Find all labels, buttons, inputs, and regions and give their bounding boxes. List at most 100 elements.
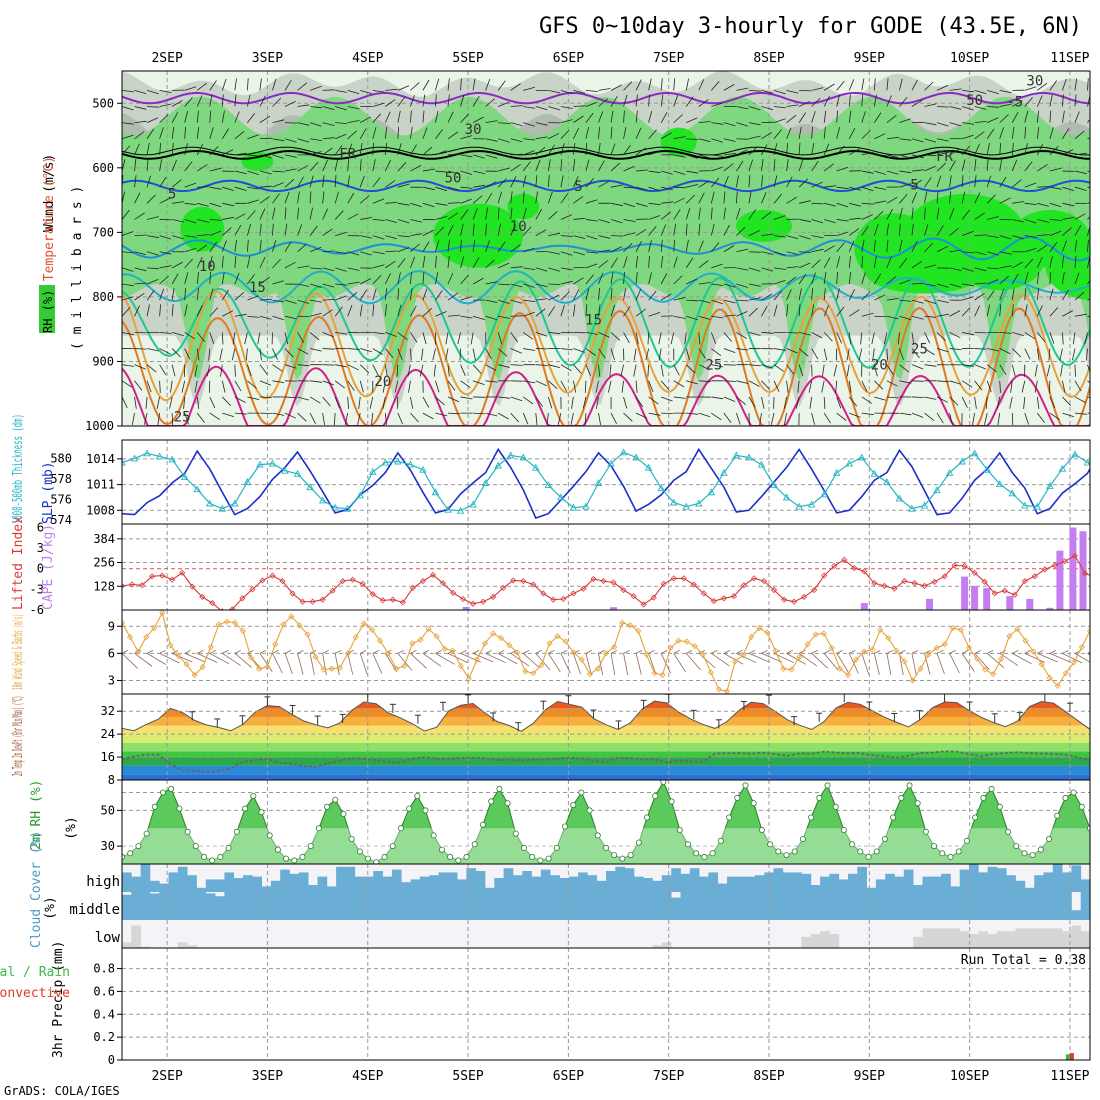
- lifted-index-point: [680, 575, 687, 582]
- wind-barb: [848, 255, 851, 268]
- cape-bar: [983, 588, 991, 610]
- rh2m-point: [1046, 836, 1053, 843]
- cape-bar: [1006, 596, 1014, 610]
- wind-speed-point: [441, 645, 448, 652]
- wind-barb: [397, 348, 403, 360]
- cloud-bar-middle: [159, 892, 169, 920]
- wind-speed-point: [296, 622, 303, 629]
- cloud-bar-middle: [931, 892, 942, 920]
- wind-barb: [886, 78, 889, 91]
- wind-barb: [246, 78, 249, 91]
- thickness-point: [356, 491, 364, 499]
- rh2m-point: [955, 848, 962, 855]
- wind-barb: [784, 413, 787, 425]
- wind-barb: [836, 412, 847, 421]
- thickness-point: [456, 506, 465, 514]
- wind-barb: [811, 248, 824, 253]
- wind-barb: [911, 179, 922, 188]
- rh2m-point: [1062, 794, 1069, 801]
- wind-barb: [736, 160, 744, 172]
- cloud-bar-middle: [438, 892, 449, 920]
- surface-wind-barb: [134, 653, 153, 667]
- wind-barb: [435, 186, 448, 192]
- wind-barb: [472, 116, 484, 123]
- wind-barb: [686, 412, 699, 415]
- lifted-index-point: [630, 593, 637, 600]
- wind-barb: [798, 348, 809, 357]
- wind-barb: [272, 182, 284, 188]
- isotherm-label: 15: [249, 280, 266, 296]
- wind-barb: [1087, 279, 1090, 285]
- wind-barb: [773, 106, 786, 109]
- wind-barb: [384, 304, 387, 317]
- wind-barb: [134, 364, 146, 370]
- wind-barb: [146, 290, 155, 301]
- wind-barb: [585, 251, 598, 254]
- wind-barb: [322, 380, 335, 386]
- wind-barb: [422, 271, 425, 285]
- wind-barb: [523, 106, 536, 109]
- lifted-index-point: [560, 595, 567, 603]
- wind-barb: [974, 131, 985, 140]
- cloud-bar-middle: [252, 892, 262, 920]
- wind-speed-point: [619, 619, 626, 626]
- cloud-bar-high: [885, 873, 895, 892]
- wind-barb: [485, 380, 498, 383]
- wind-barb: [761, 305, 768, 317]
- surface-wind-barb: [573, 653, 581, 675]
- rh2m-point: [750, 800, 757, 807]
- wind-barb: [886, 208, 894, 220]
- isotherm-line: [122, 276, 1090, 369]
- wind-barb: [310, 299, 322, 303]
- lifted-index-point: [610, 579, 617, 586]
- wind-barb: [949, 106, 962, 110]
- wind-barb: [974, 292, 985, 301]
- wind-barb: [886, 136, 899, 140]
- wind-barb: [924, 299, 937, 304]
- wind-barb: [823, 163, 834, 172]
- isotherm-label: 15: [585, 313, 602, 329]
- cape-tick-label: 256: [93, 556, 115, 570]
- rh-blob-saturated: [180, 206, 225, 252]
- wind-barb: [873, 255, 877, 268]
- wind-barb: [498, 167, 510, 172]
- wind-barb: [598, 249, 611, 253]
- isotherm-label: 10: [510, 219, 527, 235]
- wind-barb: [1062, 332, 1064, 345]
- wind-speed-point: [417, 636, 424, 643]
- wind-barb: [485, 223, 487, 236]
- wind-barb: [723, 283, 736, 288]
- isotherm-label: 30: [1026, 74, 1043, 90]
- wind-speed-point: [1022, 637, 1029, 644]
- wind-barb: [322, 309, 333, 317]
- wind-barb: [648, 412, 661, 416]
- cloud-bar-low: [820, 931, 830, 948]
- wind-barb: [184, 332, 196, 340]
- wind-barb: [184, 110, 189, 123]
- wind-barb: [171, 273, 179, 285]
- wind-barb: [382, 396, 386, 409]
- wind-barb: [924, 177, 932, 188]
- wind-speed-point: [127, 634, 134, 641]
- thickness-point: [419, 465, 427, 473]
- rh2m-point: [775, 848, 782, 855]
- cloud-bar-low: [950, 928, 961, 948]
- surface-wind-barb-flag: [435, 650, 442, 654]
- cloud-bar-middle: [689, 892, 700, 920]
- surface-wind-barb: [259, 653, 273, 672]
- wind-barb: [134, 234, 147, 236]
- wind-barb: [485, 98, 495, 107]
- wind-barb: [861, 272, 866, 285]
- wind-barb: [585, 159, 590, 172]
- wind-barb: [422, 127, 428, 139]
- wind-speed-point: [1078, 643, 1085, 651]
- cloud-bar-middle: [1043, 892, 1054, 920]
- wind-barb: [1024, 288, 1027, 301]
- cloud-bar-low: [1052, 928, 1063, 948]
- wind-barb: [510, 105, 523, 107]
- wind-barb: [748, 175, 751, 188]
- wind-barb: [322, 250, 335, 253]
- wind-barb: [347, 251, 360, 256]
- wind-barb: [221, 128, 230, 139]
- wind-barb: [773, 143, 778, 156]
